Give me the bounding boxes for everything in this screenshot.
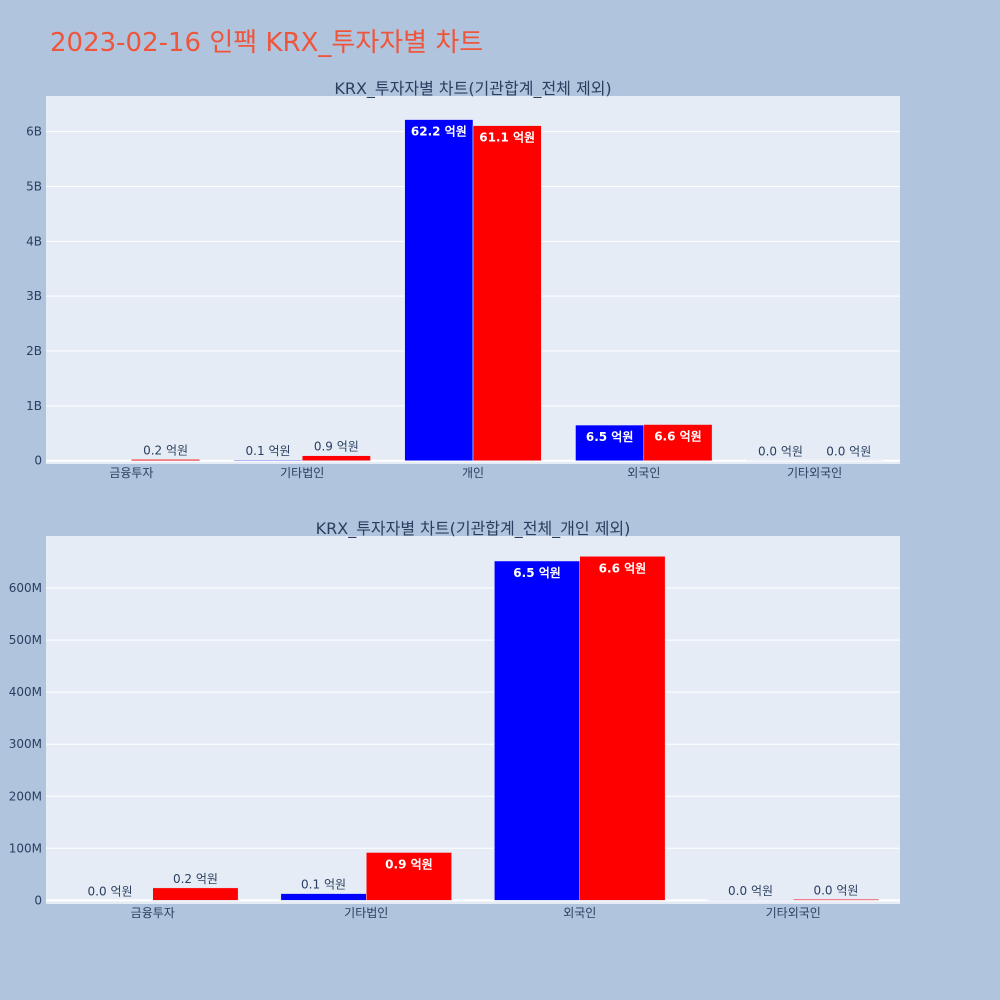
bar xyxy=(707,899,794,901)
y-tick-label: 5B xyxy=(26,179,42,193)
data-label: 6.6 억원 xyxy=(654,430,702,444)
data-label: 0.0 억원 xyxy=(826,445,871,459)
y-tick-label: 500M xyxy=(9,633,42,647)
data-label: 62.2 억원 xyxy=(411,125,467,139)
page-title: 2023-02-16 인팩 KRX_투자자별 차트 xyxy=(50,28,484,58)
data-label: 6.6 억원 xyxy=(599,561,647,575)
y-tick-label: 600M xyxy=(9,581,42,595)
data-label: 0.0 억원 xyxy=(88,884,133,898)
bar xyxy=(233,459,303,461)
bar xyxy=(579,556,666,901)
y-tick-label: 2B xyxy=(26,344,42,358)
y-tick-label: 6B xyxy=(26,125,42,139)
y-tick-label: 0 xyxy=(34,893,42,907)
x-tick-label: 기타외국인 xyxy=(766,906,821,920)
y-tick-label: 100M xyxy=(9,841,42,855)
y-tick-label: 4B xyxy=(26,234,42,248)
x-tick-label: 금융투자 xyxy=(131,906,175,920)
bar xyxy=(280,893,367,901)
y-tick-label: 400M xyxy=(9,685,42,699)
bar xyxy=(494,560,581,901)
data-label: 0.1 억원 xyxy=(246,444,291,458)
bar xyxy=(152,887,239,901)
data-label: 0.9 억원 xyxy=(385,857,433,871)
x-tick-label: 기타법인 xyxy=(344,906,388,920)
data-label: 61.1 억원 xyxy=(479,131,535,145)
data-label: 6.5 억원 xyxy=(586,430,634,444)
data-label: 0.0 억원 xyxy=(813,883,858,897)
chart-title: KRX_투자자별 차트(기관합계_전체 제외) xyxy=(334,79,611,99)
bar xyxy=(366,852,452,901)
bar xyxy=(131,459,200,461)
chart-title: KRX_투자자별 차트(기관합계_전체_개인 제외) xyxy=(316,519,631,539)
x-tick-label: 외국인 xyxy=(563,906,596,920)
y-tick-label: 0 xyxy=(34,454,42,468)
bar xyxy=(404,119,474,461)
bar xyxy=(643,424,713,461)
data-label: 6.5 억원 xyxy=(513,566,561,580)
x-tick-label: 기타외국인 xyxy=(787,466,842,480)
bar xyxy=(301,455,371,461)
y-tick-label: 1B xyxy=(26,399,42,413)
bar xyxy=(472,125,542,461)
data-label: 0.9 억원 xyxy=(314,440,359,454)
data-label: 0.1 억원 xyxy=(301,878,346,892)
x-tick-label: 금융투자 xyxy=(109,466,153,480)
bar xyxy=(575,424,645,461)
y-tick-label: 3B xyxy=(26,289,42,303)
plot-area xyxy=(46,536,900,904)
data-label: 0.0 억원 xyxy=(758,445,803,459)
data-label: 0.0 억원 xyxy=(728,884,773,898)
y-tick-label: 200M xyxy=(9,789,42,803)
bar xyxy=(793,899,879,901)
y-tick-label: 300M xyxy=(9,737,42,751)
x-tick-label: 개인 xyxy=(462,466,484,480)
x-tick-label: 외국인 xyxy=(627,466,660,480)
data-label: 0.2 억원 xyxy=(173,872,218,886)
data-label: 0.2 억원 xyxy=(143,443,188,457)
x-tick-label: 기타법인 xyxy=(280,466,324,480)
